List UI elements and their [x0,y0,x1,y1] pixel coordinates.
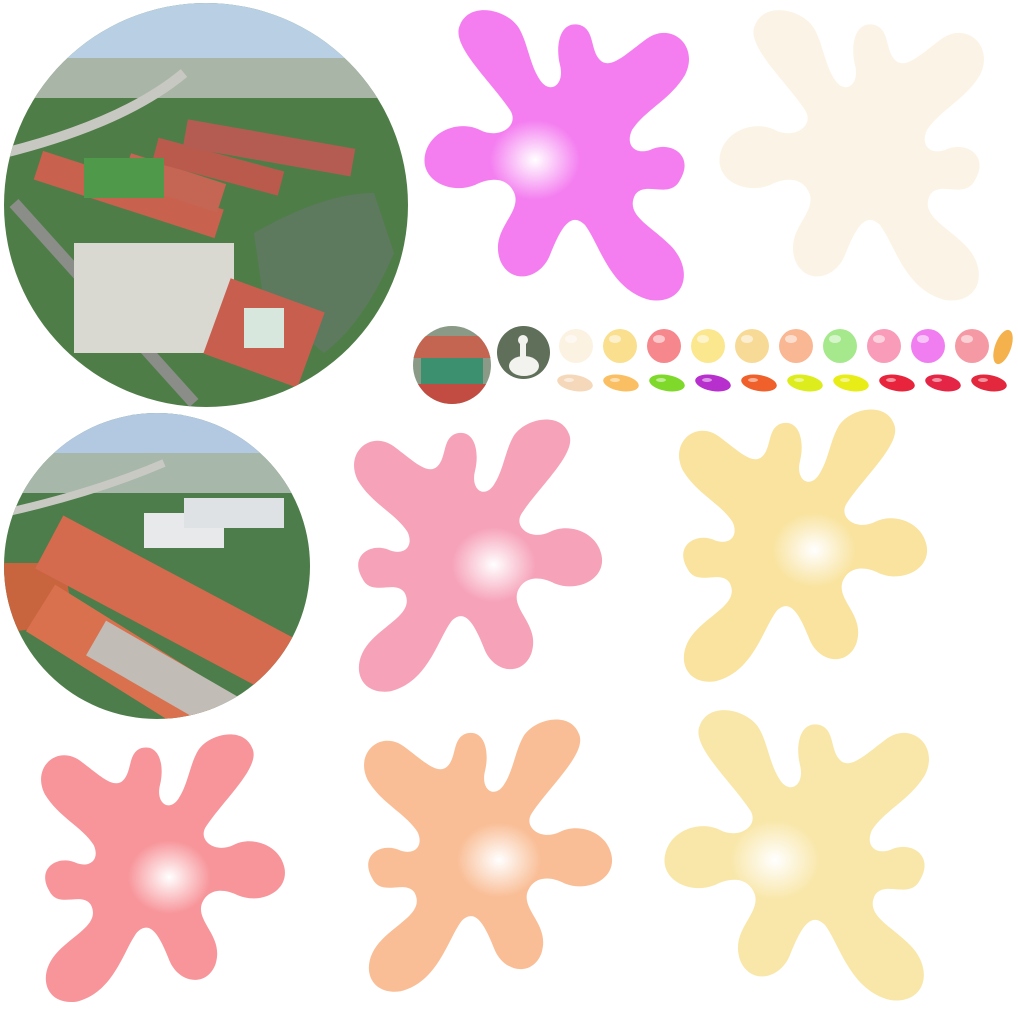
jelly-bean-icon [877,372,917,394]
aerial-campus-photo-icon [4,413,310,719]
paint-splat-icon [650,700,950,1020]
jelly-bean-icon [785,372,825,394]
candy-ball-icon [646,328,682,364]
paint-splat-icon [325,710,645,1010]
white-goose-photo-icon [497,326,550,379]
jelly-bean-icon [693,372,733,394]
candy-ball-icon [866,328,902,364]
paint-splat-icon [640,400,960,700]
candy-drop-icon [992,328,1014,366]
jelly-bean-icon [601,372,641,394]
jelly-bean-icon [969,372,1009,394]
candy-ball-icon [954,328,990,364]
jelly-bean-icon [647,372,687,394]
paint-splat-icon [315,410,635,710]
aerial-campus-photo-icon [4,3,408,407]
candy-ball-icon [910,328,946,364]
paint-splat-icon [410,0,710,320]
candy-ball-icon [602,328,638,364]
jelly-bean-icon [555,372,595,394]
jelly-bean-icon [831,372,871,394]
paint-splat-icon [705,0,1005,320]
candy-ball-icon [734,328,770,364]
candy-ball-icon [690,328,726,364]
jelly-bean-icon [739,372,779,394]
jelly-bean-icon [923,372,963,394]
school-gate-photo-icon [413,326,491,404]
candy-ball-icon [822,328,858,364]
candy-ball-icon [558,328,594,364]
candy-ball-icon [778,328,814,364]
paint-splat-icon [0,725,320,1020]
